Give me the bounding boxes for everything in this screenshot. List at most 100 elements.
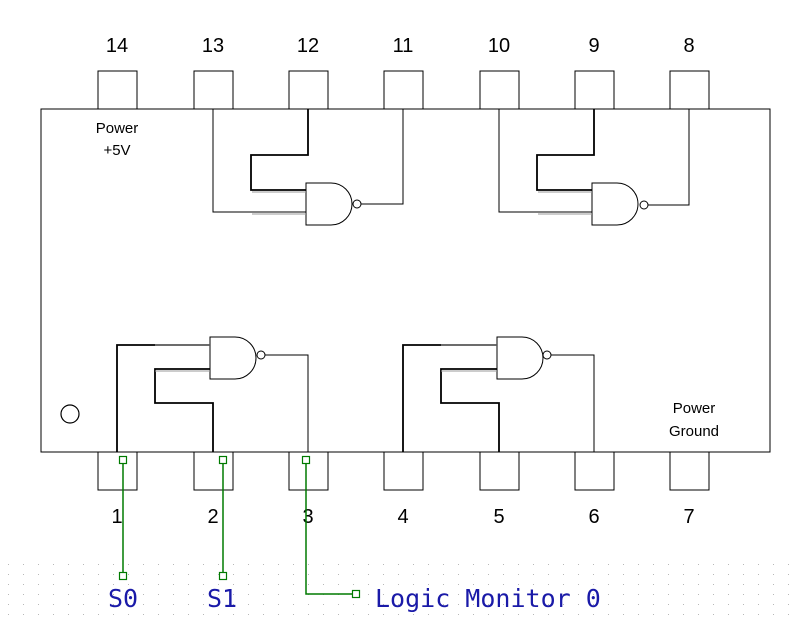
grid-dot xyxy=(458,604,459,605)
grid-dot xyxy=(218,574,219,575)
grid-dot xyxy=(608,594,609,595)
grid-dot xyxy=(503,604,504,605)
grid-dot xyxy=(653,574,654,575)
grid-dot xyxy=(308,564,309,565)
grid-dot xyxy=(638,614,639,615)
grid-dot xyxy=(653,584,654,585)
grid-dot xyxy=(368,584,369,585)
grid-dot xyxy=(368,594,369,595)
grid-dot xyxy=(323,604,324,605)
grid-dot xyxy=(203,614,204,615)
grid-dot xyxy=(233,584,234,585)
grid-dot xyxy=(758,584,759,585)
grid-dot xyxy=(128,614,129,615)
grid-dot xyxy=(518,564,519,565)
grid-dot xyxy=(113,614,114,615)
pin-13-pad xyxy=(193,70,234,110)
grid-dot xyxy=(128,564,129,565)
grid-dot xyxy=(338,604,339,605)
grid-dot xyxy=(53,564,54,565)
grid-dot xyxy=(398,564,399,565)
grid-dot xyxy=(113,604,114,605)
grid-dot xyxy=(323,564,324,565)
grid-dot xyxy=(143,574,144,575)
grid-dot xyxy=(83,564,84,565)
grid-dot xyxy=(128,584,129,585)
grid-dot xyxy=(563,564,564,565)
net-label-s1[interactable]: S1 xyxy=(207,584,237,613)
grid-dot xyxy=(593,574,594,575)
grid-dot xyxy=(503,614,504,615)
grid-dot xyxy=(143,594,144,595)
pin-number-5: 5 xyxy=(493,506,504,528)
grid-dot xyxy=(488,584,489,585)
grid-dot xyxy=(653,604,654,605)
connection-nodes xyxy=(118,455,361,599)
grid-dot xyxy=(23,564,24,565)
grid-dot xyxy=(668,564,669,565)
grid-dot xyxy=(593,564,594,565)
node-pin-1[interactable] xyxy=(118,455,128,465)
pin-12-pad xyxy=(288,70,329,110)
node-s0[interactable] xyxy=(118,571,128,581)
pin-number-1: 1 xyxy=(111,506,122,528)
grid-dot xyxy=(68,564,69,565)
grid-dot xyxy=(413,564,414,565)
grid-dot xyxy=(578,574,579,575)
grid-dot xyxy=(593,594,594,595)
grid-dot xyxy=(323,574,324,575)
grid-dot xyxy=(488,574,489,575)
grid-dot xyxy=(458,614,459,615)
grid-dot xyxy=(278,574,279,575)
grid-dot xyxy=(233,574,234,575)
grid-dot xyxy=(488,614,489,615)
grid-dot xyxy=(743,604,744,605)
grid-dot xyxy=(698,574,699,575)
grid-dot xyxy=(248,604,249,605)
grid-dot xyxy=(383,584,384,585)
net-label-logic-monitor[interactable]: Logic Monitor 0 xyxy=(375,584,601,613)
grid-dot xyxy=(548,574,549,575)
grid-dot xyxy=(53,584,54,585)
node-pin-2[interactable] xyxy=(218,455,228,465)
grid-dot xyxy=(188,614,189,615)
grid-dot xyxy=(8,594,9,595)
grid-dot xyxy=(293,574,294,575)
grid-dot xyxy=(443,584,444,585)
grid-dot xyxy=(23,614,24,615)
grid-dot xyxy=(203,574,204,575)
grid-dot xyxy=(788,604,789,605)
grid-dot xyxy=(248,584,249,585)
grid-dot xyxy=(623,584,624,585)
nand-gate-2 xyxy=(402,336,595,452)
grid-dot xyxy=(248,594,249,595)
pin-4-pad xyxy=(383,451,424,491)
pin-number-10: 10 xyxy=(488,35,510,57)
grid-dot xyxy=(683,594,684,595)
node-s1[interactable] xyxy=(218,571,228,581)
pin-number-7: 7 xyxy=(683,506,694,528)
nand-gate-3 xyxy=(212,109,404,226)
grid-dot xyxy=(323,584,324,585)
grid-dot xyxy=(143,584,144,585)
grid-dot xyxy=(128,604,129,605)
grid-dot xyxy=(788,574,789,575)
grid-dot xyxy=(608,574,609,575)
net-label-s0[interactable]: S0 xyxy=(108,584,138,613)
grid-dot xyxy=(518,614,519,615)
grid-dot xyxy=(458,564,459,565)
grid-dot xyxy=(428,584,429,585)
pin-number-4: 4 xyxy=(397,506,408,528)
grid-dot xyxy=(143,614,144,615)
grid-dot xyxy=(353,564,354,565)
grid-dot xyxy=(68,574,69,575)
grid-dot xyxy=(623,604,624,605)
node-pin-3[interactable] xyxy=(301,455,311,465)
pin1-orientation-mark xyxy=(60,404,80,424)
grid-dot xyxy=(278,584,279,585)
node-logic-monitor[interactable] xyxy=(351,589,361,599)
grid-dot xyxy=(398,574,399,575)
pin-1-pad xyxy=(97,451,138,491)
grid-dot xyxy=(638,604,639,605)
grid-dot xyxy=(8,604,9,605)
